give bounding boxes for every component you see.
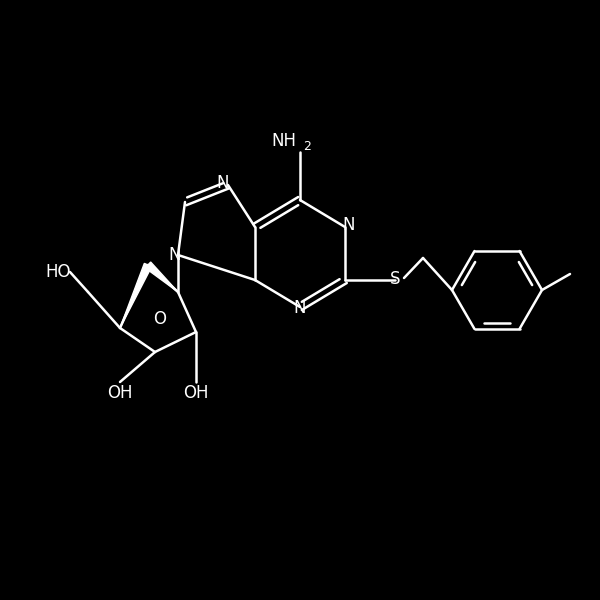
Text: N: N	[294, 299, 306, 317]
Text: N: N	[343, 216, 355, 234]
Text: OH: OH	[183, 384, 209, 402]
Polygon shape	[120, 263, 152, 328]
Polygon shape	[145, 262, 178, 292]
Text: O: O	[153, 310, 166, 328]
Text: N: N	[217, 174, 229, 192]
Text: NH: NH	[271, 132, 296, 150]
Text: S: S	[390, 270, 400, 288]
Text: N: N	[169, 246, 181, 264]
Text: 2: 2	[303, 139, 311, 152]
Text: OH: OH	[107, 384, 133, 402]
Text: HO: HO	[45, 263, 71, 281]
